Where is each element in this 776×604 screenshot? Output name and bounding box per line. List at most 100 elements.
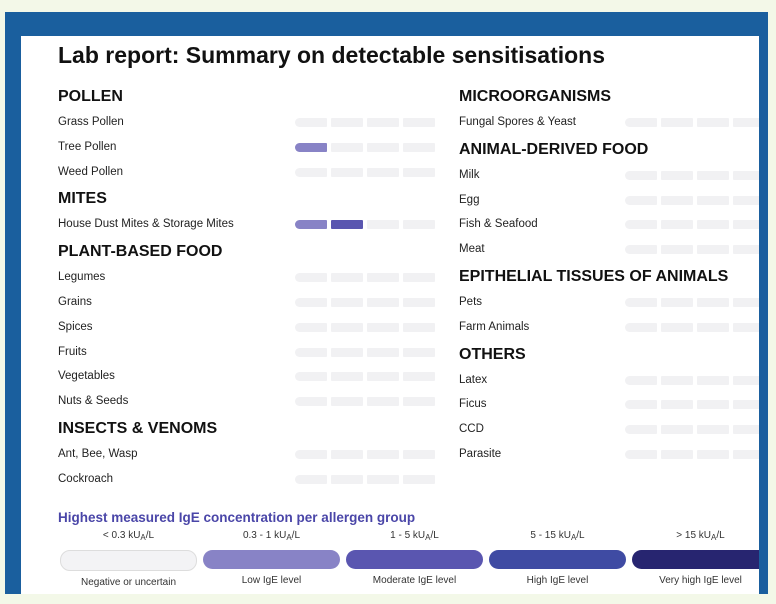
level-segment (625, 170, 657, 180)
allergen-label: Ficus (459, 398, 487, 411)
level-segment (367, 273, 399, 283)
allergen-row: Ficus (459, 392, 759, 417)
level-segment (733, 375, 759, 385)
legend: < 0.3 kUA/L Negative or uncertain 0.3 - 1 … (60, 530, 759, 588)
level-segment (295, 167, 327, 177)
legend-label: Low IgE level (241, 575, 302, 586)
level-segment (733, 220, 759, 230)
legend-label: High IgE level (526, 575, 589, 586)
group-heading: MITES (58, 190, 107, 208)
level-segment (661, 400, 693, 410)
level-segment (403, 474, 435, 484)
level-segment (697, 170, 729, 180)
legend-item: > 15 kUA/L Very high IgE level (632, 530, 759, 588)
allergen-label: Fruits (58, 345, 87, 358)
level-bar (625, 449, 759, 459)
level-segment (331, 167, 363, 177)
report-panel: Lab report: Summary on detectable sensit… (21, 36, 759, 594)
allergen-label: Tree Pollen (58, 140, 117, 153)
range-unit-sub: A (711, 533, 717, 542)
level-segment (367, 220, 399, 230)
allergen-row: Egg (459, 188, 759, 213)
level-segment (331, 347, 363, 357)
level-segment (733, 425, 759, 435)
legend-label: Very high IgE level (659, 575, 742, 586)
level-segment (661, 375, 693, 385)
allergen-label: Pets (459, 295, 483, 308)
legend-swatch (203, 550, 340, 569)
level-bar (295, 297, 435, 307)
range-text: < 0.3 kU (102, 530, 141, 541)
level-segment (625, 245, 657, 255)
level-segment (403, 273, 435, 283)
level-segment (697, 220, 729, 230)
allergen-label: Parasite (459, 447, 502, 460)
group-heading: INSECTS & VENOMS (58, 419, 218, 437)
allergen-label: Cockroach (58, 472, 113, 485)
level-segment (733, 400, 759, 410)
level-segment (295, 449, 327, 459)
level-segment (661, 245, 693, 255)
allergen-row: Legumes (58, 265, 438, 290)
range-text: 5 - 15 kU (530, 530, 571, 541)
level-segment (661, 425, 693, 435)
allergen-label: Legumes (58, 271, 106, 284)
level-bar (625, 400, 759, 410)
allergen-label: Grass Pollen (58, 116, 124, 128)
allergen-row: Nuts & Seeds (58, 389, 438, 414)
legend-swatch (60, 550, 197, 571)
allergen-label: Fish & Seafood (459, 218, 538, 231)
allergen-row: Cockroach (58, 467, 438, 492)
range-unit-sub: A (286, 533, 292, 542)
level-bar (295, 347, 435, 357)
level-segment (697, 245, 729, 255)
level-bar (295, 449, 435, 459)
level-segment (403, 449, 435, 459)
level-bar (625, 322, 759, 332)
level-segment (403, 372, 435, 382)
level-segment (403, 347, 435, 357)
allergen-row: Ant, Bee, Wasp (58, 442, 438, 467)
level-bar (295, 220, 435, 230)
group-heading: PLANT-BASED FOOD (58, 243, 223, 261)
level-segment (403, 118, 435, 127)
allergen-label: CCD (459, 423, 484, 436)
range-text: 1 - 5 kU (390, 530, 426, 541)
legend-item: 0.3 - 1 kUA/L Low IgE level (203, 530, 340, 588)
level-segment (295, 322, 327, 332)
level-segment (697, 425, 729, 435)
level-segment (733, 118, 759, 127)
level-bar (625, 375, 759, 385)
legend-item: 1 - 5 kUA/L Moderate IgE level (346, 530, 483, 588)
level-segment (625, 425, 657, 435)
level-bar (295, 474, 435, 484)
level-segment (367, 142, 399, 152)
level-bar (625, 195, 759, 205)
allergen-row: House Dust Mites & Storage Mites (58, 212, 438, 237)
right-column: MICROORGANISMS Fungal Spores & Yeast ANIMA… (459, 82, 759, 467)
level-segment (331, 474, 363, 484)
level-bar (625, 118, 759, 127)
range-text: 0.3 - 1 kU (242, 530, 287, 541)
legend-item: < 0.3 kUA/L Negative or uncertain (60, 530, 197, 588)
allergen-label: Meat (459, 243, 485, 256)
range-text: > 15 kU (676, 530, 712, 541)
level-segment (295, 474, 327, 484)
allergen-row: Grains (58, 290, 438, 315)
level-segment (331, 372, 363, 382)
allergen-row: Pets (459, 290, 759, 315)
level-bar (295, 372, 435, 382)
allergen-label: Egg (459, 193, 480, 206)
level-segment (367, 474, 399, 484)
legend-title: Highest measured IgE concentration per a… (58, 510, 416, 525)
level-segment (697, 118, 729, 127)
level-bar (625, 245, 759, 255)
level-segment (367, 167, 399, 177)
allergen-label: Latex (459, 373, 488, 386)
allergen-row: Weed Pollen (58, 160, 438, 185)
level-segment (403, 142, 435, 152)
legend-range: 1 - 5 kUA/L (346, 530, 483, 546)
level-segment (367, 297, 399, 307)
level-segment (331, 297, 363, 307)
legend-label: Moderate IgE level (372, 575, 457, 586)
